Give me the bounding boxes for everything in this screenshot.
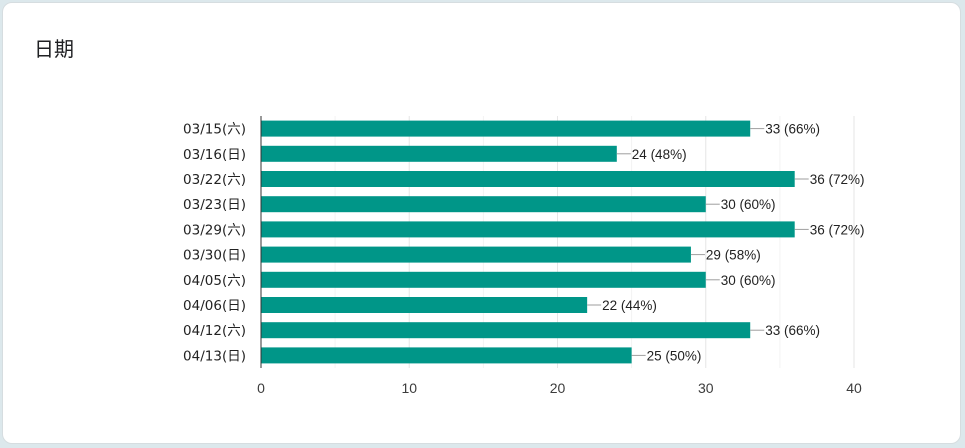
category-label: 03/15(六) xyxy=(183,122,246,138)
chart-title: 日期 xyxy=(34,37,74,61)
category-label: 04/12(六) xyxy=(183,323,246,339)
data-label: 30 (60%) xyxy=(721,273,776,288)
data-label: 24 (48%) xyxy=(632,147,687,162)
category-label: 03/29(六) xyxy=(183,222,246,238)
category-label: 04/06(日) xyxy=(183,298,246,314)
data-label: 33 (66%) xyxy=(765,323,820,338)
category-label: 03/22(六) xyxy=(183,172,246,188)
category-label: 03/30(日) xyxy=(183,248,246,264)
category-label: 03/16(日) xyxy=(183,147,246,163)
data-label: 29 (58%) xyxy=(706,248,761,263)
data-label: 36 (72%) xyxy=(810,222,865,237)
x-tick-label: 10 xyxy=(401,380,417,396)
bar xyxy=(261,271,706,288)
bar xyxy=(261,221,795,238)
bar xyxy=(261,297,588,313)
bar xyxy=(261,196,706,213)
data-label: 30 (60%) xyxy=(721,197,776,212)
category-label: 04/05(六) xyxy=(183,273,246,289)
bar xyxy=(261,145,617,162)
data-label: 22 (44%) xyxy=(602,298,657,313)
bar xyxy=(261,120,751,137)
x-tick-label: 0 xyxy=(257,380,265,396)
data-label: 36 (72%) xyxy=(810,172,865,187)
bar xyxy=(261,322,751,339)
category-label: 03/23(日) xyxy=(183,197,246,213)
x-tick-label: 20 xyxy=(550,380,566,396)
data-label: 25 (50%) xyxy=(647,348,702,363)
x-tick-label: 40 xyxy=(846,380,862,396)
bar xyxy=(261,347,632,364)
x-tick-label: 30 xyxy=(698,380,714,396)
bar xyxy=(261,171,795,187)
bar xyxy=(261,246,691,263)
category-label: 04/13(日) xyxy=(183,348,246,364)
data-label: 33 (66%) xyxy=(765,122,820,137)
